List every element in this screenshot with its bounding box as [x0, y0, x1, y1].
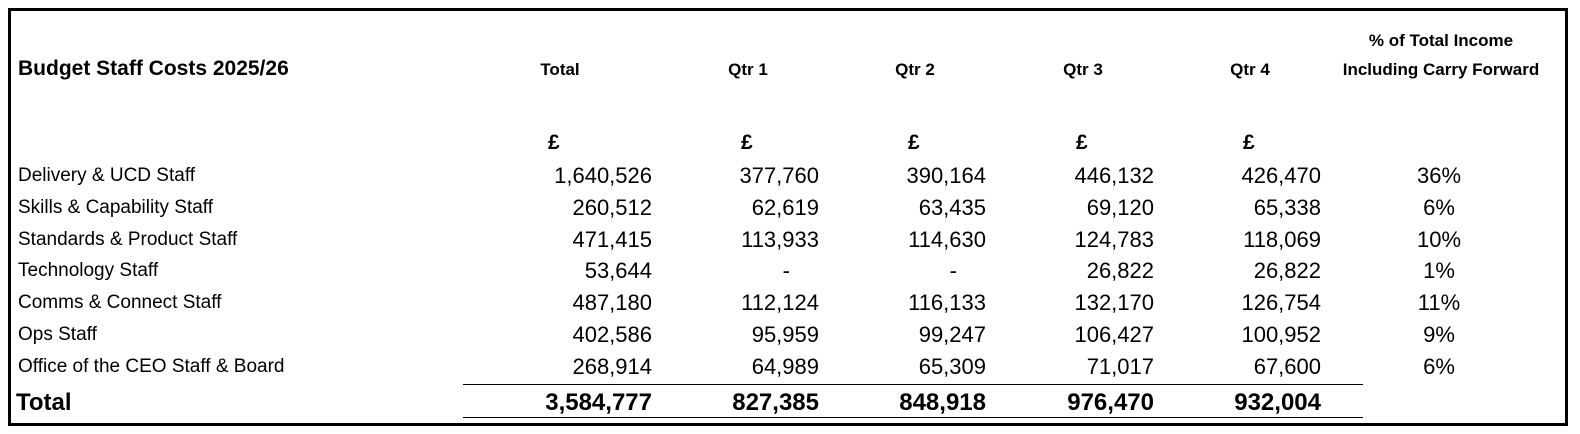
- cell-qtr1: 112,124: [741, 290, 819, 315]
- cell-percent: 36%: [1416, 163, 1462, 188]
- cell-qtr4: 67,600: [1253, 354, 1321, 379]
- total-cell-qtr4: 932,004: [1234, 389, 1321, 416]
- cell-total: 402,586: [572, 322, 652, 347]
- cell-qtr3: 446,132: [1074, 163, 1154, 188]
- cell-qtr2: 65,309: [918, 354, 986, 379]
- cell-qtr2: 114,630: [908, 227, 986, 252]
- column-header-qtr4: Qtr 4: [1230, 60, 1270, 79]
- currency-symbol: £: [741, 131, 753, 154]
- cell-qtr2: 116,133: [908, 290, 986, 315]
- cell-qtr2: 99,247: [918, 322, 986, 347]
- cell-qtr3: 69,120: [1086, 195, 1154, 220]
- total-bottom-rule: [463, 417, 1363, 418]
- currency-symbol: £: [1076, 131, 1088, 154]
- cell-qtr1: 64,989: [751, 354, 819, 379]
- cell-qtr1: 377,760: [739, 163, 819, 188]
- row-label: Comms & Connect Staff: [18, 292, 222, 313]
- table-frame: [8, 8, 1568, 426]
- row-label: Ops Staff: [18, 324, 97, 345]
- row-label: Office of the CEO Staff & Board: [18, 356, 285, 377]
- cell-qtr3: 132,170: [1074, 290, 1154, 315]
- total-cell-qtr1: 827,385: [732, 389, 819, 416]
- row-label: Delivery & UCD Staff: [18, 165, 196, 186]
- cell-percent: 6%: [1423, 195, 1455, 220]
- cell-qtr4: 100,952: [1241, 322, 1321, 347]
- cell-percent: 10%: [1416, 227, 1462, 252]
- cell-qtr4: 26,822: [1253, 258, 1321, 283]
- cell-total: 487,180: [572, 290, 652, 315]
- cell-qtr3: 106,427: [1074, 322, 1154, 347]
- cell-qtr1: -: [782, 258, 790, 283]
- column-header-qtr2: Qtr 2: [895, 60, 935, 79]
- total-cell-qtr2: 848,918: [899, 389, 986, 416]
- page-title: Budget Staff Costs 2025/26: [18, 57, 289, 80]
- cell-percent: 9%: [1423, 322, 1455, 347]
- total-cell-qtr3: 976,470: [1067, 389, 1154, 416]
- total-cell-total: 3,584,777: [545, 389, 652, 416]
- cell-total: 268,914: [572, 354, 652, 379]
- cell-qtr3: 124,783: [1074, 227, 1154, 252]
- column-header-percent-income: % of Total Income Including Carry Forwar…: [1342, 31, 1540, 79]
- currency-symbol: £: [908, 131, 920, 154]
- cell-qtr2: 63,435: [918, 195, 986, 220]
- cell-percent: 1%: [1423, 258, 1455, 283]
- row-label: Skills & Capability Staff: [18, 197, 214, 218]
- column-header-qtr3: Qtr 3: [1063, 60, 1103, 79]
- total-top-rule: [463, 384, 1363, 385]
- currency-symbol: £: [1243, 131, 1255, 154]
- row-label: Technology Staff: [18, 260, 159, 281]
- column-header-total: Total: [540, 60, 580, 79]
- column-header-qtr1: Qtr 1: [728, 60, 768, 79]
- cell-qtr4: 426,470: [1241, 163, 1321, 188]
- cell-qtr4: 65,338: [1253, 195, 1321, 220]
- cell-percent: 6%: [1423, 354, 1455, 379]
- cell-qtr1: 95,959: [751, 322, 819, 347]
- row-label: Standards & Product Staff: [18, 229, 238, 250]
- cell-total: 53,644: [584, 258, 652, 283]
- cell-qtr4: 126,754: [1241, 290, 1321, 315]
- cell-qtr1: 62,619: [751, 195, 819, 220]
- cell-total: 471,415: [572, 227, 652, 252]
- cell-qtr3: 26,822: [1086, 258, 1154, 283]
- cell-qtr2: -: [949, 258, 957, 283]
- total-label: Total: [16, 389, 72, 416]
- cell-total: 1,640,526: [554, 163, 652, 188]
- cell-total: 260,512: [572, 195, 652, 220]
- cell-qtr1: 113,933: [741, 227, 819, 252]
- currency-symbol: £: [548, 131, 560, 154]
- cell-percent: 11%: [1417, 290, 1461, 315]
- cell-qtr3: 71,017: [1086, 354, 1154, 379]
- cell-qtr4: 118,069: [1243, 227, 1321, 252]
- cell-qtr2: 390,164: [906, 163, 986, 188]
